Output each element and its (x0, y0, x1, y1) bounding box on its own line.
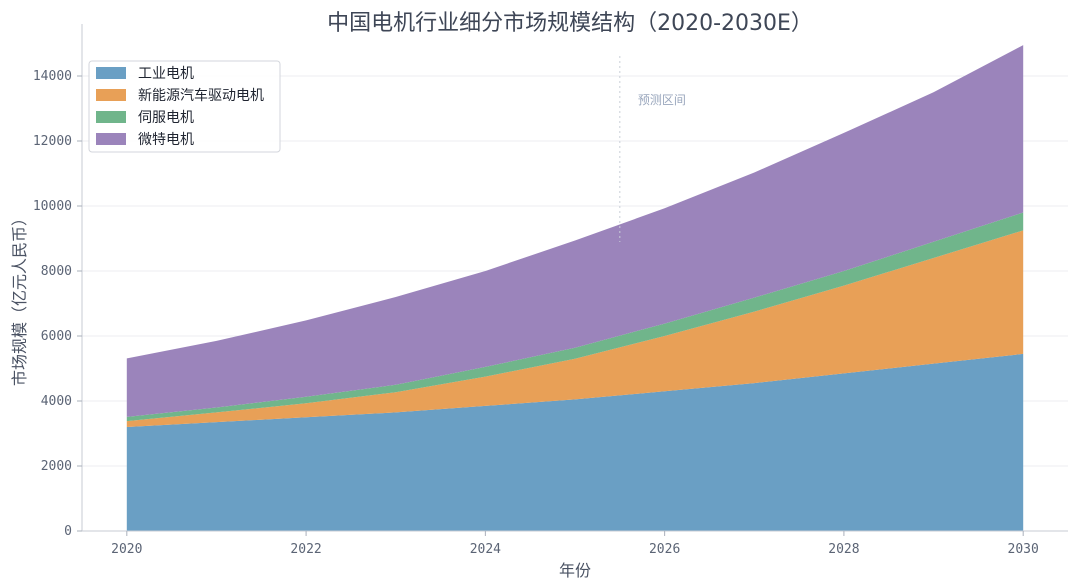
area-series-1 (126, 230, 1024, 427)
y-tick-label: 6000 (41, 329, 72, 344)
legend-swatch (96, 89, 126, 101)
legend-label: 伺服电机 (138, 110, 194, 126)
y-tick-label: 10000 (33, 199, 72, 214)
forecast-label: 预测区间 (638, 93, 686, 107)
y-tick-label: 0 (64, 524, 72, 539)
x-axis-ticks: 2020 2022 2024 2026 2028 2030 (111, 531, 1039, 557)
x-tick-label: 2024 (470, 542, 501, 557)
forecast-marker: 预测区间 (619, 56, 686, 242)
legend-label: 微特电机 (138, 132, 194, 148)
legend-swatch (96, 111, 126, 123)
y-tick-label: 14000 (33, 69, 72, 84)
y-tick-label: 12000 (33, 134, 72, 149)
x-tick-label: 2022 (290, 542, 321, 557)
chart-title: 中国电机行业细分市场规模结构（2020-2030E） (327, 11, 813, 36)
axes (81, 24, 1068, 532)
area-series-3 (126, 45, 1024, 417)
y-tick-label: 4000 (41, 394, 72, 409)
y-tick-label: 2000 (41, 459, 72, 474)
x-tick-label: 2020 (111, 542, 142, 557)
y-axis-title: 市场规模（亿元人民币） (10, 210, 29, 386)
legend-label: 新能源汽车驱动电机 (138, 87, 264, 104)
x-axis-title: 年份 (559, 561, 591, 580)
legend-swatch (96, 133, 126, 145)
x-tick-label: 2026 (649, 542, 680, 557)
area-series-0 (126, 353, 1024, 531)
x-tick-label: 2030 (1008, 542, 1039, 557)
y-axis-ticks: 0 2000 4000 6000 8000 10000 12000 14000 (33, 69, 82, 539)
y-tick-label: 8000 (41, 264, 72, 279)
legend-box (88, 60, 281, 153)
legend-swatch (96, 67, 126, 79)
x-tick-label: 2028 (828, 542, 859, 557)
legend-label: 工业电机 (138, 66, 194, 82)
area-series (126, 45, 1024, 531)
